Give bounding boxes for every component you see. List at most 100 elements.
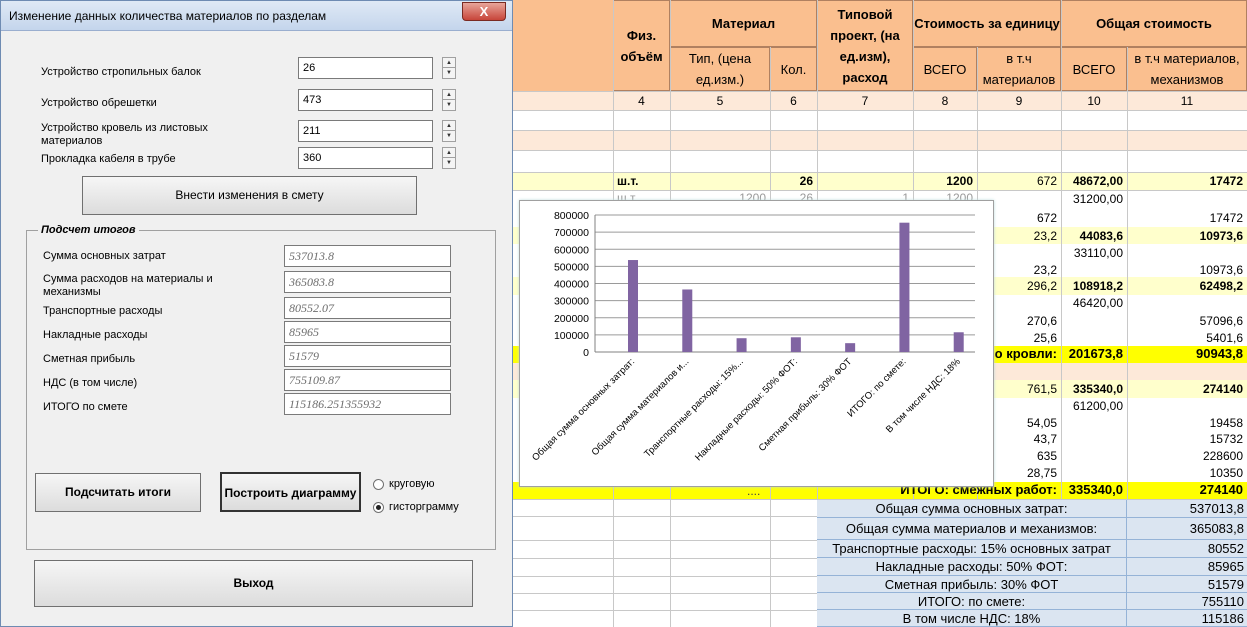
radio-pie[interactable]: круговую (373, 478, 435, 490)
cell-total[interactable]: 33110,00 (1073, 246, 1123, 260)
total-field-overhead[interactable]: 85965 (284, 321, 451, 343)
header-unit-materials[interactable]: в т.ч материалов (977, 47, 1061, 91)
summary-row[interactable]: Общая сумма материалов и механизмов: 3650… (817, 518, 1247, 540)
arrow-down-icon[interactable]: ▼ (446, 102, 452, 108)
cell-total-mat[interactable]: 5401,6 (1206, 331, 1243, 345)
header-total-cost[interactable]: Общая стоимость (1061, 0, 1247, 47)
cell-mat[interactable]: 25,6 (1033, 331, 1057, 345)
cell-total[interactable]: 335340,0 (1068, 482, 1123, 497)
cell-proj-partial[interactable]: 1 (902, 191, 909, 200)
cell-total-mat[interactable]: 10350 (1209, 466, 1243, 480)
cell-total[interactable]: 31200,00 (1072, 192, 1123, 206)
header-material-qty[interactable]: Кол. (770, 47, 817, 91)
cell-price-partial[interactable]: 1200 (946, 191, 973, 200)
cell-unit[interactable]: ш.т. (617, 174, 639, 188)
cell-total-mat[interactable]: 17472 (1209, 211, 1243, 225)
cell-price[interactable]: 1200 (946, 174, 973, 188)
cell-mat[interactable]: 672 (1036, 174, 1057, 188)
quantity-field-rafters[interactable]: 26 (298, 57, 433, 79)
cell-total-mat[interactable]: 57096,6 (1199, 314, 1243, 328)
arrow-down-icon[interactable]: ▼ (446, 70, 452, 76)
quantity-field-roofing[interactable]: 211 (298, 120, 433, 142)
total-field-materials[interactable]: 365083.8 (284, 271, 451, 293)
cell-total-mat[interactable]: 19458 (1209, 416, 1243, 430)
cell-total-mat[interactable]: 228600 (1202, 449, 1243, 463)
cell-total[interactable]: 46420,00 (1072, 296, 1123, 310)
cell-total[interactable]: 44083,6 (1079, 229, 1123, 243)
cell-qty[interactable]: 26 (799, 174, 813, 188)
cell-mat[interactable]: 54,05 (1026, 416, 1057, 430)
radio-button-icon[interactable] (373, 478, 384, 490)
radio-button-checked-icon[interactable] (373, 501, 384, 513)
cell-total-mat[interactable]: 17472 (1209, 174, 1243, 188)
cell-type-partial[interactable]: 1200 (739, 191, 766, 200)
cell-total[interactable]: 108918,2 (1072, 279, 1123, 293)
quantity-stepper[interactable]: ▲ ▼ (442, 147, 456, 169)
cell-total-mat[interactable]: 10973,6 (1199, 263, 1243, 277)
summary-row[interactable]: ИТОГО: по смете: 755110 (817, 593, 1247, 610)
header-phys-volume[interactable]: Физ. объём (613, 0, 670, 91)
build-chart-button[interactable]: Построить диаграмму (220, 472, 361, 512)
cell-mat[interactable]: 23,2 (1033, 229, 1057, 243)
cell-total-mat[interactable]: 15732 (1209, 432, 1243, 446)
arrow-up-icon[interactable]: ▲ (443, 58, 455, 68)
cell-total-mat[interactable]: 274140 (1199, 482, 1243, 497)
total-field-profit[interactable]: 51579 (284, 345, 451, 367)
cell-mat[interactable]: 635 (1036, 449, 1057, 463)
summary-row[interactable]: Транспортные расходы: 15% основных затра… (817, 540, 1247, 558)
bar[interactable] (682, 289, 693, 352)
header-total-total[interactable]: ВСЕГО (1061, 47, 1127, 91)
cell-mat[interactable]: 23,2 (1033, 263, 1057, 277)
header-total-materials[interactable]: в т.ч материалов, механизмов (1127, 47, 1247, 91)
cell-mat[interactable]: 761,5 (1026, 382, 1057, 396)
quantity-field-lathing[interactable]: 473 (298, 89, 433, 111)
header-typical-project[interactable]: Типовой проект, (на ед.изм), расход (817, 0, 913, 91)
bar[interactable] (736, 338, 747, 352)
cell-qty-partial[interactable]: 26 (799, 191, 813, 200)
bar[interactable] (628, 260, 638, 352)
total-field-main-costs[interactable]: 537013.8 (284, 245, 451, 267)
cell-mat[interactable]: 43,7 (1033, 432, 1057, 446)
quantity-stepper[interactable]: ▲ ▼ (442, 89, 456, 111)
apply-changes-button[interactable]: Внести изменения в смету (82, 176, 417, 215)
total-field-transport[interactable]: 80552.07 (284, 297, 451, 319)
exit-button[interactable]: Выход (34, 560, 473, 607)
arrow-up-icon[interactable]: ▲ (443, 90, 455, 100)
cell-total[interactable]: 201673,8 (1068, 346, 1123, 361)
arrow-up-icon[interactable]: ▲ (443, 121, 455, 131)
cell-subtotal-label[interactable]: о кровли: (994, 346, 1057, 361)
cell-mat[interactable]: 296,2 (1026, 279, 1057, 293)
cell-total[interactable]: 61200,00 (1072, 399, 1123, 413)
cell-total-mat[interactable]: 90943,8 (1196, 346, 1243, 361)
total-field-vat[interactable]: 755109.87 (284, 369, 451, 391)
bar[interactable] (790, 337, 801, 352)
dialog-titlebar[interactable]: Изменение данных количества материалов п… (1, 1, 512, 31)
summary-row[interactable]: Сметная прибыль: 30% ФОТ 51579 (817, 576, 1247, 593)
cell-total-mat[interactable]: 62498,2 (1199, 279, 1243, 293)
bar[interactable] (953, 332, 964, 352)
quantity-field-cable[interactable]: 360 (298, 147, 433, 169)
summary-row[interactable]: Общая сумма основных затрат: 537013,8 (817, 500, 1247, 518)
cell-total-mat[interactable]: 274140 (1202, 382, 1243, 396)
cell-total[interactable]: 335340,0 (1072, 382, 1123, 396)
summary-row[interactable]: В том числе НДС: 18% 115186 (817, 610, 1247, 627)
header-unit-cost[interactable]: Стоимость за единицу (913, 0, 1061, 47)
cell-mat[interactable]: 672 (1036, 211, 1057, 225)
cell-mat[interactable]: 270,6 (1026, 314, 1057, 328)
arrow-down-icon[interactable]: ▼ (446, 160, 452, 166)
cell-mat[interactable]: 28,75 (1026, 466, 1057, 480)
header-unit-total[interactable]: ВСЕГО (913, 47, 977, 91)
summary-row[interactable]: Накладные расходы: 50% ФОТ: 85965 (817, 558, 1247, 576)
bar-chart[interactable]: 0 100000 200000 300000 400000 500000 600000 700… (519, 200, 994, 487)
header-material[interactable]: Материал (670, 0, 817, 47)
bar[interactable] (899, 222, 910, 352)
arrow-up-icon[interactable]: ▲ (443, 148, 455, 158)
calculate-totals-button[interactable]: Подсчитать итоги (35, 473, 201, 512)
cell-unit-partial[interactable]: ш.т. (617, 191, 638, 200)
header-material-type[interactable]: Тип, (цена ед.изм.) (670, 47, 770, 91)
edit-materials-dialog[interactable]: Изменение данных количества материалов п… (0, 0, 513, 627)
radio-histogram[interactable]: гисторграмму (373, 501, 459, 513)
bar[interactable] (845, 343, 856, 352)
cell-total-mat[interactable]: 10973,6 (1199, 229, 1243, 243)
quantity-stepper[interactable]: ▲ ▼ (442, 57, 456, 79)
